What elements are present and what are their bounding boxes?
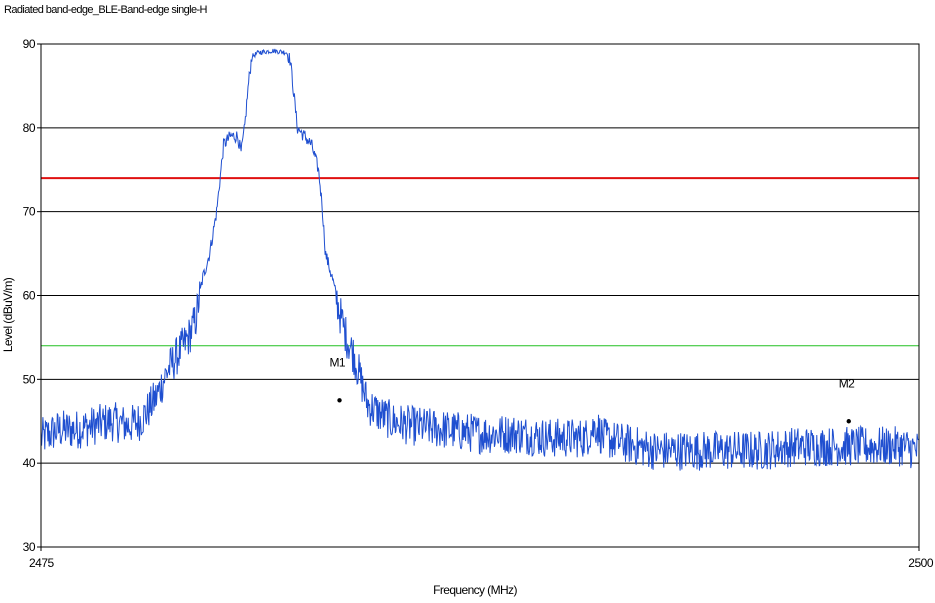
x-tick-label-2475: 2475 (29, 556, 55, 570)
marker-point-m1 (337, 398, 342, 403)
y-tick-label-60: 60 (23, 289, 36, 303)
series-line-0 (40, 48, 920, 471)
y-tick-label-30: 30 (23, 540, 36, 554)
y-tick-label-40: 40 (23, 456, 36, 470)
tick-layer: 30 40 50 60 70 80 90 2475 2500 (23, 37, 935, 570)
marker-label-m1: M1 (330, 355, 346, 369)
x-tick-label-2500: 2500 (908, 556, 934, 570)
marker-point-m2 (846, 419, 851, 424)
chart-title: Radiated band-edge_BLE-Band-edge single-… (4, 4, 208, 16)
grid-layer (41, 127, 919, 464)
marker-label-m2: M2 (839, 376, 855, 390)
y-axis-label: Level (dBuV/m) (1, 277, 15, 352)
x-axis-label: Frequency (MHz) (433, 583, 517, 597)
limit-line-layer (41, 177, 919, 347)
marker-layer: M1 M2 (330, 355, 856, 424)
series-layer (40, 48, 920, 471)
y-tick-label-90: 90 (23, 37, 36, 51)
y-tick-label-80: 80 (23, 121, 36, 135)
y-tick-label-50: 50 (23, 372, 36, 386)
y-tick-label-70: 70 (23, 205, 36, 219)
